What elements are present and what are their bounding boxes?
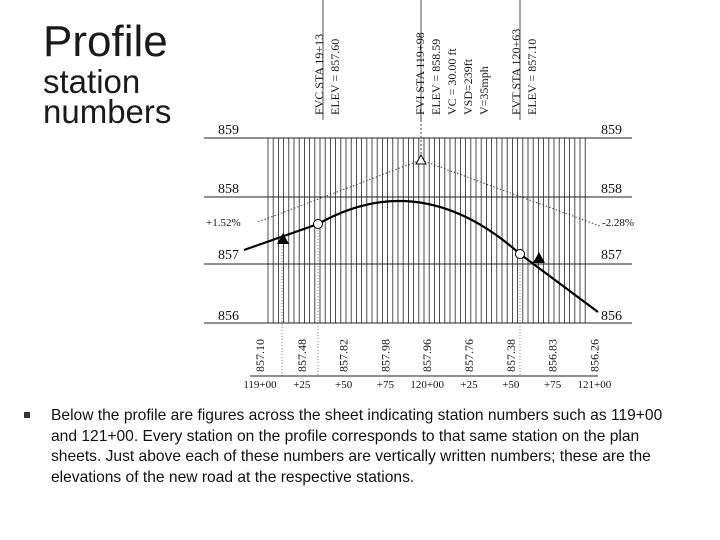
station-elevations: 857.10 857.48 857.82 857.98 857.96 857.76 857.… <box>253 339 601 372</box>
pvt-circle-marker <box>515 249 525 259</box>
page-subtitle: station numbers <box>43 63 172 130</box>
grade-left-label: +1.52% <box>206 217 241 229</box>
pvt-triangle-marker <box>533 252 545 263</box>
station-elevation-group: 856.26 <box>587 339 601 372</box>
fvc-line-1: FVC STA 19+13 <box>312 34 326 115</box>
station-elevation-group: 857.48 <box>295 339 309 372</box>
elev-right-859: 859 <box>601 123 622 138</box>
elev-right-856: 856 <box>601 309 622 324</box>
fvt-label: FVT STA 120+63 ELEV = 857.10 <box>509 29 539 115</box>
back-tangent <box>257 159 422 223</box>
bullet-marker <box>24 412 30 418</box>
fvc-label: FVC STA 19+13 ELEV = 857.60 <box>312 34 342 115</box>
elev-right-858: 858 <box>601 182 622 197</box>
elevation-lines <box>204 137 632 377</box>
elev-left-856: 856 <box>218 309 239 324</box>
subtitle-line-2: numbers <box>43 93 172 130</box>
forward-tangent <box>420 159 601 227</box>
elev-right-857: 857 <box>601 248 622 263</box>
pvc-circle-marker <box>313 219 323 229</box>
station-elevation-label: 857.98 <box>378 339 392 372</box>
pvc-triangle-marker <box>277 233 289 244</box>
fvi-line-5: V=35mph <box>477 66 491 115</box>
page-title: Profile <box>43 17 168 66</box>
fvi-line-4: VSD=239ft <box>461 58 475 115</box>
fvt-line-2: ELEV = 857.10 <box>525 39 539 115</box>
station-number-label: +50 <box>502 379 520 391</box>
road-profile-curve <box>243 199 599 313</box>
station-elevation-group: 857.10 <box>253 339 267 372</box>
station-number-label: +75 <box>544 379 562 391</box>
fvi-line-1: FVI STA 119+98 <box>413 32 427 115</box>
description-text: Below the profile are figures across the… <box>51 407 663 486</box>
station-elevation-label: 856.26 <box>587 339 601 372</box>
elev-left-857: 857 <box>218 248 239 263</box>
elev-left-859: 859 <box>218 123 239 138</box>
station-number-label: 119+00 <box>243 379 277 391</box>
grade-right-label: -2.28% <box>602 217 634 229</box>
station-elevation-group: 857.38 <box>504 339 518 372</box>
profile-grid <box>267 0 586 323</box>
pvi-triangle-marker <box>415 153 427 165</box>
station-number-label: +25 <box>293 379 311 391</box>
station-elevation-group: 857.82 <box>337 339 351 372</box>
station-number-label: +75 <box>377 379 395 391</box>
fvc-line-2: ELEV = 857.60 <box>328 39 342 115</box>
station-elevation-label: 857.48 <box>295 339 309 372</box>
station-elevation-label: 857.10 <box>253 339 267 372</box>
station-elevation-group: 857.98 <box>378 339 392 372</box>
station-elevation-group: 857.96 <box>420 339 434 372</box>
station-elevation-label: 857.82 <box>337 339 351 372</box>
station-elevation-label: 857.96 <box>420 339 434 372</box>
station-number-label: 121+00 <box>578 379 612 391</box>
station-elevation-label: 856.83 <box>546 339 560 372</box>
station-elevation-label: 857.76 <box>462 339 476 372</box>
station-elevation-group: 857.76 <box>462 339 476 372</box>
fvt-line-1: FVT STA 120+63 <box>509 29 523 115</box>
station-number-label: 120+00 <box>410 379 444 391</box>
station-number-label: +25 <box>460 379 478 391</box>
fvi-label: FVI STA 119+98 ELEV = 858.59 VC = 30.00 … <box>413 32 491 115</box>
elev-left-858: 858 <box>218 182 239 197</box>
station-elevation-group: 856.83 <box>546 339 560 372</box>
profile-diagram: 859 858 857 856 859 858 857 856 +1.52% -… <box>204 0 634 391</box>
station-numbers: 119+00 +25 +50 +75 120+00 +25 +50 +75 121+00 <box>243 379 611 391</box>
fvi-line-3: VC = 30.00 ft <box>445 48 459 115</box>
subtitle-line-1: station <box>43 63 141 100</box>
fvi-line-2: ELEV = 858.59 <box>429 39 443 115</box>
station-number-label: +50 <box>335 379 353 391</box>
station-elevation-label: 857.38 <box>504 339 518 372</box>
